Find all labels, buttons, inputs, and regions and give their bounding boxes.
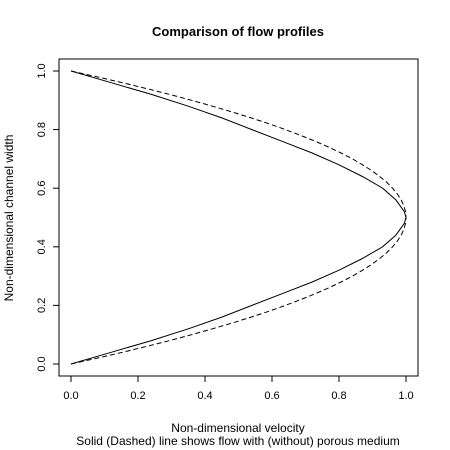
x-tick-label: 0.8 <box>331 390 346 402</box>
series-line-solid <box>70 70 407 365</box>
x-tick-label: 0.0 <box>63 390 78 402</box>
chart-title: Comparison of flow profiles <box>152 24 324 39</box>
y-tick-label: 0.0 <box>36 356 48 371</box>
x-tick-label: 0.4 <box>197 390 212 402</box>
y-axis: 0.0 0.2 0.4 0.6 0.8 1.0 <box>36 63 60 372</box>
y-tick-label: 0.4 <box>36 239 48 254</box>
x-axis-label: Non-dimensional velocity <box>171 421 304 435</box>
plot-area <box>58 58 419 377</box>
y-axis-label: Non-dimensional channel width <box>2 135 16 302</box>
x-tick-label: 0.2 <box>130 390 145 402</box>
y-tick-label: 0.6 <box>36 181 48 196</box>
series-layer <box>70 70 407 365</box>
x-tick-label: 1.0 <box>398 390 413 402</box>
x-axis-caption: Solid (Dashed) line shows flow with (wit… <box>76 434 399 448</box>
y-tick-label: 0.2 <box>36 298 48 313</box>
y-tick-label: 0.8 <box>36 122 48 137</box>
series-line-dashed <box>70 70 407 365</box>
x-axis: 0.0 0.2 0.4 0.6 0.8 1.0 <box>63 375 414 402</box>
y-tick-label: 1.0 <box>36 63 48 78</box>
x-tick-label: 0.6 <box>264 390 279 402</box>
